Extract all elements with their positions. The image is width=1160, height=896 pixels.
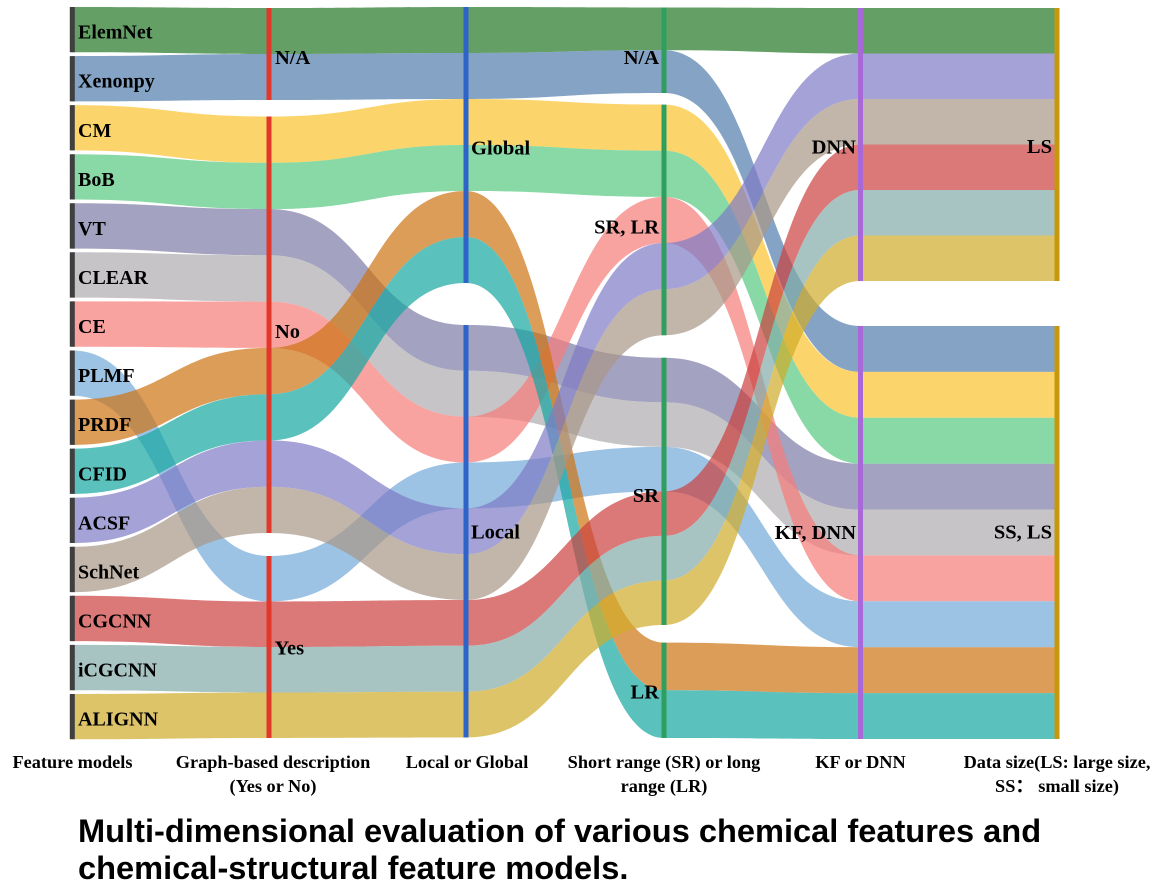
svg-text:Yes: Yes [275, 638, 305, 660]
svg-text:PRDF: PRDF [78, 414, 131, 436]
svg-text:BoB: BoB [78, 169, 115, 191]
svg-text:iCGCNN: iCGCNN [78, 660, 157, 682]
svg-text:(Yes or No): (Yes or No) [230, 776, 317, 797]
svg-text:CM: CM [78, 120, 111, 142]
svg-text:Feature models: Feature models [13, 752, 133, 772]
svg-text:SS, LS: SS, LS [994, 522, 1052, 544]
svg-text:range (LR): range (LR) [621, 776, 708, 797]
svg-text:ACSF: ACSF [78, 512, 130, 534]
svg-text:Xenonpy: Xenonpy [78, 71, 155, 93]
svg-text:CGCNN: CGCNN [78, 610, 152, 632]
svg-text:CE: CE [78, 316, 106, 338]
svg-text:LR: LR [631, 682, 660, 704]
svg-text:LS: LS [1027, 136, 1052, 158]
svg-text:DNN: DNN [812, 137, 857, 159]
svg-text:PLMF: PLMF [78, 365, 135, 387]
svg-text:ElemNet: ElemNet [78, 22, 153, 44]
svg-text:SR: SR [633, 485, 659, 507]
svg-text:SchNet: SchNet [78, 561, 139, 583]
svg-text:Local or Global: Local or Global [406, 752, 529, 772]
svg-text:KF or DNN: KF or DNN [815, 752, 905, 772]
svg-text:N/A: N/A [624, 47, 660, 69]
svg-text:No: No [275, 321, 300, 343]
svg-text:CLEAR: CLEAR [78, 267, 149, 289]
svg-text:CFID: CFID [78, 463, 127, 485]
svg-text:Local: Local [471, 522, 520, 544]
svg-text:ALIGNN: ALIGNN [78, 709, 159, 731]
svg-text:SS： small size): SS： small size) [995, 776, 1119, 797]
svg-text:VT: VT [78, 218, 106, 240]
svg-text:Graph-based description: Graph-based description [176, 752, 371, 772]
svg-text:Data size(LS: large size,: Data size(LS: large size, [964, 752, 1151, 773]
svg-text:Multi-dimensional evaluation o: Multi-dimensional evaluation of various … [78, 812, 1041, 849]
svg-text:Global: Global [471, 138, 531, 160]
svg-text:KF, DNN: KF, DNN [775, 522, 856, 544]
svg-text:chemical-structural feature mo: chemical-structural feature models. [78, 849, 628, 886]
svg-text:Short range (SR) or long: Short range (SR) or long [568, 752, 761, 773]
svg-text:SR, LR: SR, LR [594, 217, 659, 239]
svg-text:N/A: N/A [275, 47, 311, 69]
